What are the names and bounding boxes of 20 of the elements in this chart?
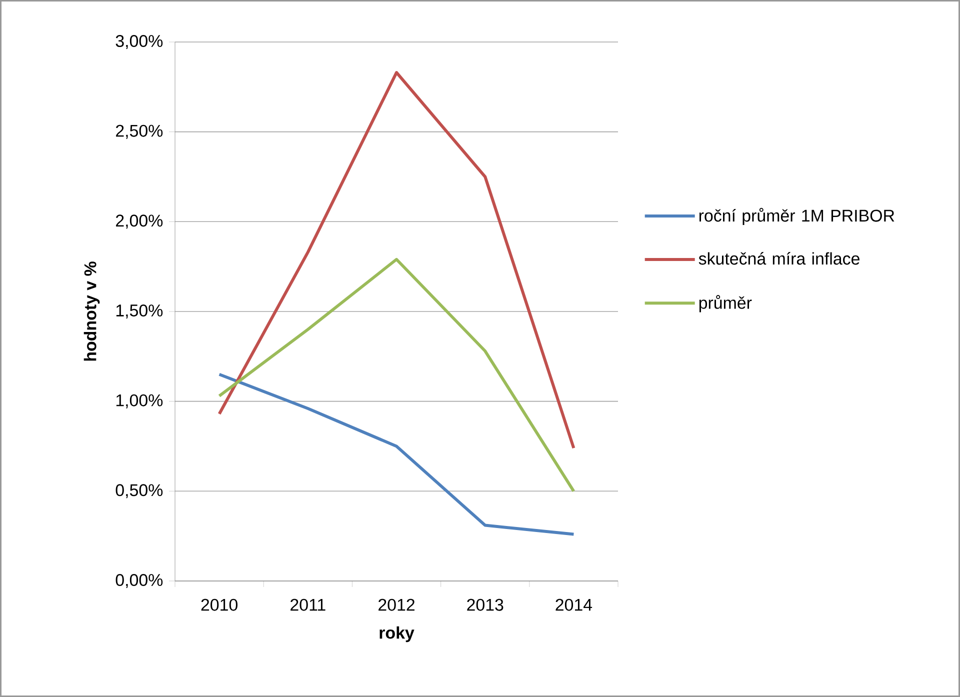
y-axis-title: hodnoty v % [84, 262, 100, 361]
y-tick-label: 3,00% [116, 34, 163, 49]
line-series [218, 71, 576, 450]
y-tick-label: 0,00% [116, 574, 163, 588]
x-tick-label: 2012 [378, 598, 414, 611]
legend-label: roční průměr 1M PRIBOR [699, 208, 894, 226]
y-tick-label: 1,50% [116, 304, 163, 318]
y-tick-label: 0,50% [116, 484, 163, 498]
y-tick-label: 2,50% [116, 124, 163, 139]
x-tick-label: 2011 [290, 598, 326, 611]
legend-label: průměr [699, 295, 752, 312]
line-series [218, 258, 576, 493]
y-tick-label: 2,00% [116, 214, 163, 229]
x-tick-label: 2013 [467, 598, 504, 611]
legend-label: skutečná míra inflace [698, 252, 860, 265]
x-tick-label: 2014 [556, 598, 592, 611]
x-tick-label: 2010 [201, 598, 238, 611]
y-tick-label: 1,00% [116, 394, 163, 408]
x-axis-title: roky [380, 626, 414, 642]
line-series [218, 372, 576, 536]
